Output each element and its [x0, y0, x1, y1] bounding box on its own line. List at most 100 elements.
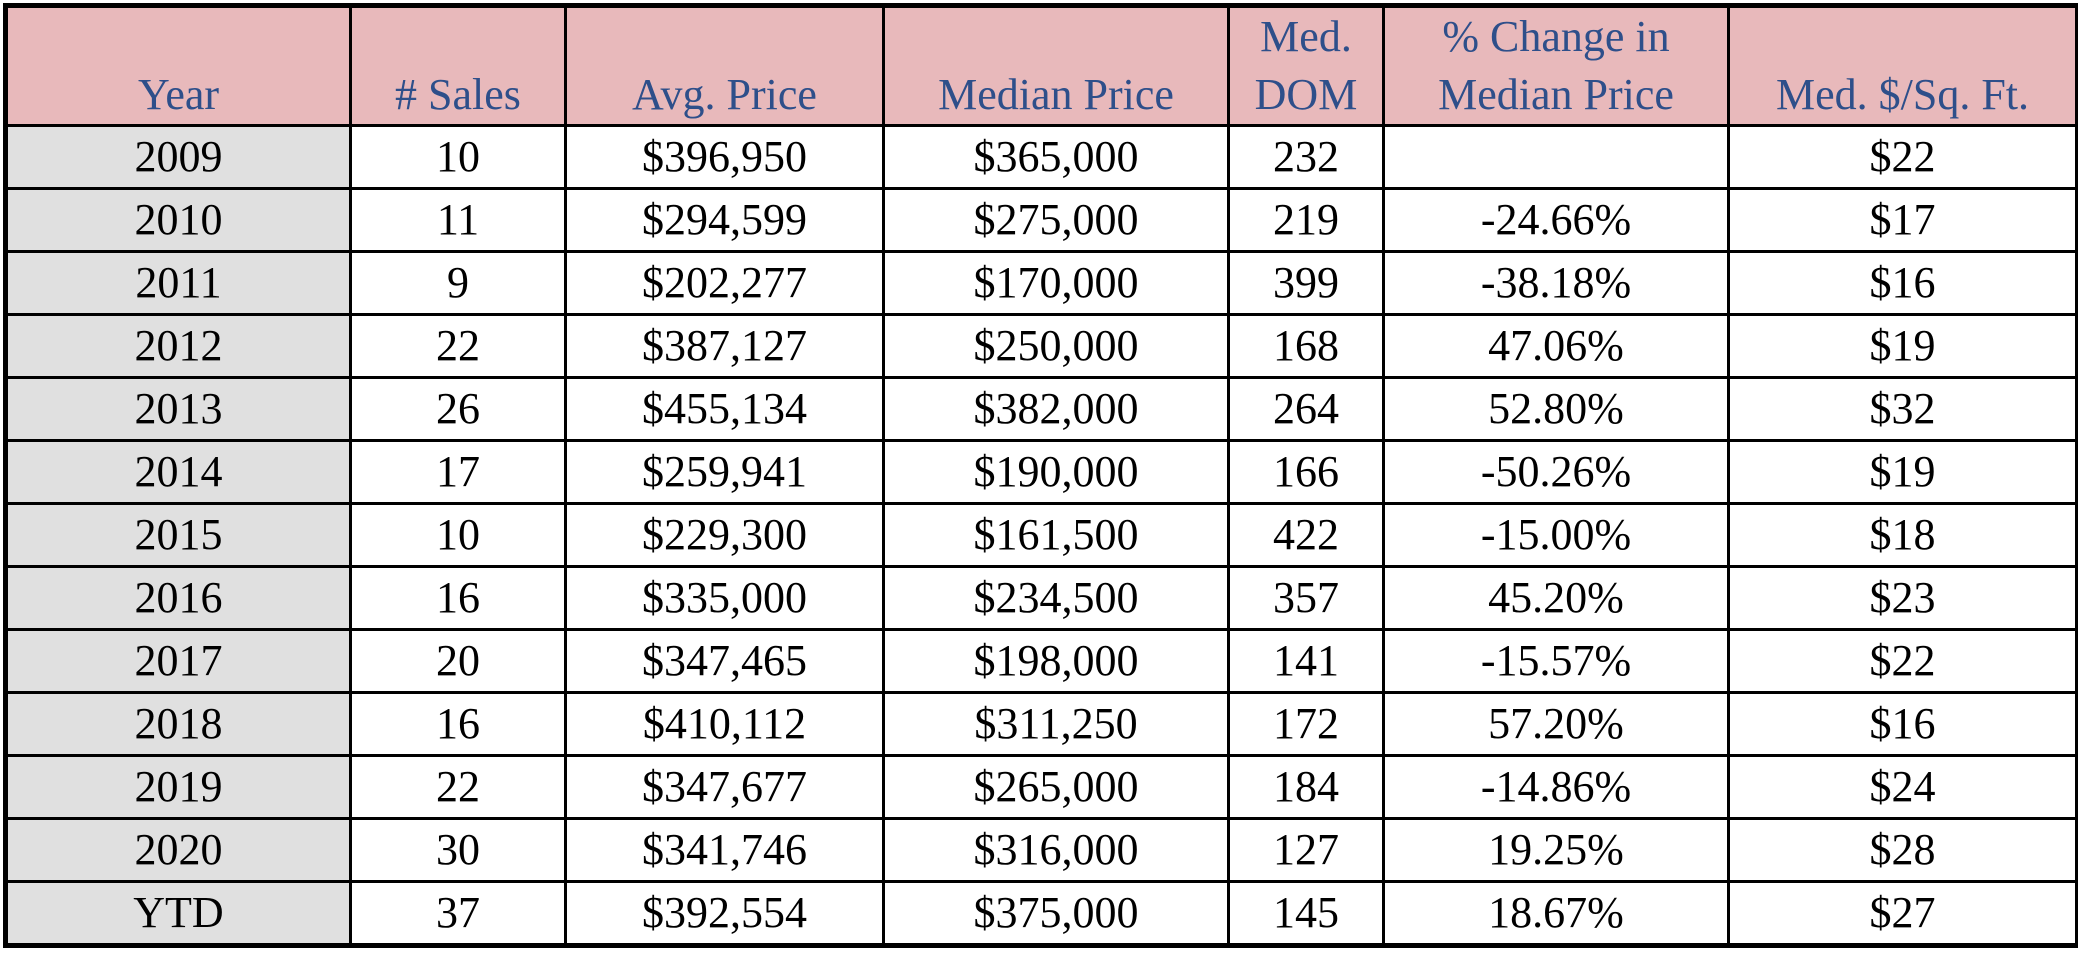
- cell-median-price: $382,000: [882, 376, 1230, 442]
- cell-avg-price: $202,277: [564, 250, 885, 316]
- cell-avg-price: $347,677: [564, 754, 885, 820]
- cell-median-price: $316,000: [882, 817, 1230, 883]
- cell-dom: 141: [1227, 628, 1385, 694]
- table-body: 2009 10 $396,950 $365,000 232 $22 2010 11 $294,5…: [4, 124, 2078, 947]
- cell-pct-change: [1382, 124, 1730, 190]
- cell-pct-change: -15.57%: [1382, 628, 1730, 694]
- header-sqft: Med. $/Sq. Ft.: [1727, 66, 2078, 127]
- cell-avg-price: $347,465: [564, 628, 885, 694]
- cell-dom: 357: [1227, 565, 1385, 631]
- cell-sales: 17: [349, 439, 567, 505]
- table-row: 2010 11 $294,599 $275,000 219 -24.66% $17: [4, 187, 2078, 253]
- cell-sales: 16: [349, 691, 567, 757]
- cell-dom: 232: [1227, 124, 1385, 190]
- cell-sqft: $27: [1727, 880, 2078, 947]
- cell-pct-change: -14.86%: [1382, 754, 1730, 820]
- cell-median-price: $375,000: [882, 880, 1230, 947]
- cell-dom: 145: [1227, 880, 1385, 947]
- cell-pct-change: 57.20%: [1382, 691, 1730, 757]
- table-row: 2019 22 $347,677 $265,000 184 -14.86% $24: [4, 754, 2078, 820]
- table-row: 2013 26 $455,134 $382,000 264 52.80% $32: [4, 376, 2078, 442]
- cell-median-price: $161,500: [882, 502, 1230, 568]
- cell-year: 2011: [4, 250, 352, 316]
- cell-sales: 26: [349, 376, 567, 442]
- cell-median-price: $198,000: [882, 628, 1230, 694]
- cell-sales: 30: [349, 817, 567, 883]
- cell-pct-change: 47.06%: [1382, 313, 1730, 379]
- cell-sales: 10: [349, 124, 567, 190]
- cell-sales: 9: [349, 250, 567, 316]
- cell-sqft: $19: [1727, 439, 2078, 505]
- cell-pct-change: 19.25%: [1382, 817, 1730, 883]
- header-top-pct-change: % Change in: [1382, 4, 1730, 66]
- cell-dom: 219: [1227, 187, 1385, 253]
- cell-sales: 10: [349, 502, 567, 568]
- cell-sqft: $16: [1727, 250, 2078, 316]
- cell-dom: 127: [1227, 817, 1385, 883]
- cell-avg-price: $410,112: [564, 691, 885, 757]
- header-avg-price: Avg. Price: [564, 66, 885, 127]
- header-dom: DOM: [1227, 66, 1385, 127]
- table-row: 2018 16 $410,112 $311,250 172 57.20% $16: [4, 691, 2078, 757]
- cell-avg-price: $294,599: [564, 187, 885, 253]
- cell-avg-price: $259,941: [564, 439, 885, 505]
- cell-pct-change: 45.20%: [1382, 565, 1730, 631]
- table-row: 2017 20 $347,465 $198,000 141 -15.57% $22: [4, 628, 2078, 694]
- header-median-price: Median Price: [882, 66, 1230, 127]
- header-top-dom: Med.: [1227, 4, 1385, 66]
- cell-year: 2013: [4, 376, 352, 442]
- cell-dom: 166: [1227, 439, 1385, 505]
- table-row: 2011 9 $202,277 $170,000 399 -38.18% $16: [4, 250, 2078, 316]
- cell-median-price: $365,000: [882, 124, 1230, 190]
- cell-median-price: $170,000: [882, 250, 1230, 316]
- cell-sales: 37: [349, 880, 567, 947]
- cell-median-price: $265,000: [882, 754, 1230, 820]
- cell-dom: 168: [1227, 313, 1385, 379]
- table-row: 2015 10 $229,300 $161,500 422 -15.00% $18: [4, 502, 2078, 568]
- cell-sales: 16: [349, 565, 567, 631]
- cell-year: 2017: [4, 628, 352, 694]
- table-row: 2020 30 $341,746 $316,000 127 19.25% $28: [4, 817, 2078, 883]
- cell-sqft: $18: [1727, 502, 2078, 568]
- cell-sqft: $19: [1727, 313, 2078, 379]
- cell-avg-price: $341,746: [564, 817, 885, 883]
- cell-sales: 22: [349, 754, 567, 820]
- table-header: Med. % Change in Year # Sales Avg. Price…: [4, 4, 2078, 127]
- cell-avg-price: $396,950: [564, 124, 885, 190]
- cell-year: 2016: [4, 565, 352, 631]
- header-sales: # Sales: [349, 66, 567, 127]
- cell-avg-price: $335,000: [564, 565, 885, 631]
- cell-avg-price: $455,134: [564, 376, 885, 442]
- table-row: 2012 22 $387,127 $250,000 168 47.06% $19: [4, 313, 2078, 379]
- cell-median-price: $234,500: [882, 565, 1230, 631]
- header-top-median-price: [882, 4, 1230, 66]
- cell-sqft: $24: [1727, 754, 2078, 820]
- cell-sqft: $32: [1727, 376, 2078, 442]
- cell-year: 2014: [4, 439, 352, 505]
- table-row: YTD 37 $392,554 $375,000 145 18.67% $27: [4, 880, 2078, 947]
- cell-dom: 422: [1227, 502, 1385, 568]
- header-pct-change: Median Price: [1382, 66, 1730, 127]
- cell-year: 2020: [4, 817, 352, 883]
- cell-year: 2018: [4, 691, 352, 757]
- cell-pct-change: 18.67%: [1382, 880, 1730, 947]
- header-top-sqft: [1727, 4, 2078, 66]
- header-top-year: [4, 4, 352, 66]
- header-top-avg-price: [564, 4, 885, 66]
- cell-year: 2009: [4, 124, 352, 190]
- cell-sqft: $22: [1727, 628, 2078, 694]
- cell-dom: 264: [1227, 376, 1385, 442]
- table-row: 2014 17 $259,941 $190,000 166 -50.26% $19: [4, 439, 2078, 505]
- cell-sqft: $22: [1727, 124, 2078, 190]
- cell-dom: 399: [1227, 250, 1385, 316]
- sales-table: Med. % Change in Year # Sales Avg. Price…: [3, 3, 2078, 948]
- cell-year: 2012: [4, 313, 352, 379]
- cell-pct-change: -50.26%: [1382, 439, 1730, 505]
- header-row-top: Med. % Change in: [4, 4, 2078, 66]
- cell-dom: 184: [1227, 754, 1385, 820]
- cell-dom: 172: [1227, 691, 1385, 757]
- cell-sqft: $28: [1727, 817, 2078, 883]
- cell-median-price: $250,000: [882, 313, 1230, 379]
- cell-year: YTD: [4, 880, 352, 947]
- cell-year: 2010: [4, 187, 352, 253]
